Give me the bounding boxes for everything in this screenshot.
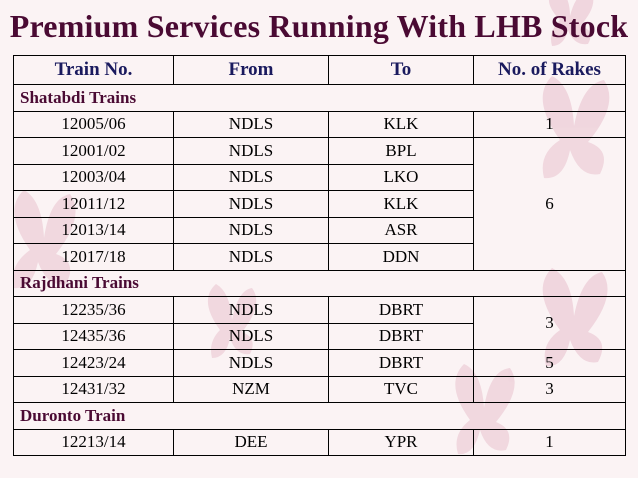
- to-cell: DDN: [328, 243, 474, 271]
- to-cell: ASR: [328, 216, 474, 244]
- table-row: 12001/02 NDLS BPL 6: [13, 137, 626, 271]
- table-row: 12431/32 NZM TVC 3: [13, 375, 626, 403]
- from-cell: NDLS: [173, 190, 329, 218]
- rakes-cell: 3: [473, 375, 626, 403]
- column-header-from: From: [173, 55, 329, 85]
- from-cell: NDLS: [173, 110, 329, 138]
- rakes-cell: 1: [473, 110, 626, 138]
- table-row: 12005/06 NDLS KLK 1: [13, 110, 626, 138]
- train-no-cell: 12001/02: [13, 137, 174, 165]
- table-row: 12235/36 NDLS DBRT 3: [13, 296, 626, 350]
- from-cell: NZM: [173, 375, 329, 403]
- train-no-cell: 12235/36: [13, 296, 174, 324]
- table-row: 12011/12 NDLS KLK: [13, 190, 626, 218]
- column-header-to: To: [328, 55, 474, 85]
- to-cell: DBRT: [328, 322, 474, 350]
- train-no-cell: 12011/12: [13, 190, 174, 218]
- train-no-cell: 12431/32: [13, 375, 174, 403]
- from-cell: NDLS: [173, 322, 329, 350]
- to-cell: LKO: [328, 163, 474, 191]
- table-row: 12003/04 NDLS LKO: [13, 163, 626, 191]
- train-no-cell: 12423/24: [13, 349, 174, 377]
- rakes-cell: 5: [473, 349, 626, 377]
- train-no-cell: 12017/18: [13, 243, 174, 271]
- table-row: 12213/14 DEE YPR 1: [13, 428, 626, 456]
- column-header-train-no: Train No.: [13, 55, 174, 85]
- train-no-cell: 12435/36: [13, 322, 174, 350]
- trains-table: Train No. From To No. of Rakes Shatabdi …: [13, 55, 626, 456]
- to-cell: YPR: [328, 428, 474, 456]
- from-cell: NDLS: [173, 349, 329, 377]
- rakes-cell: 3: [473, 296, 626, 350]
- to-cell: TVC: [328, 375, 474, 403]
- train-no-cell: 12013/14: [13, 216, 174, 244]
- table-row: 12013/14 NDLS ASR: [13, 216, 626, 244]
- from-cell: NDLS: [173, 243, 329, 271]
- rakes-cell: 6: [473, 137, 626, 271]
- section-label-rajdhani: Rajdhani Trains: [13, 269, 626, 297]
- to-cell: DBRT: [328, 296, 474, 324]
- train-no-cell: 12213/14: [13, 428, 174, 456]
- from-cell: NDLS: [173, 163, 329, 191]
- rakes-cell: 1: [473, 428, 626, 456]
- section-row: Rajdhani Trains: [13, 269, 626, 297]
- to-cell: DBRT: [328, 349, 474, 377]
- from-cell: DEE: [173, 428, 329, 456]
- section-row: Duronto Train: [13, 402, 626, 430]
- section-label-duronto: Duronto Train: [13, 402, 626, 430]
- train-no-cell: 12003/04: [13, 163, 174, 191]
- to-cell: KLK: [328, 190, 474, 218]
- table-row: 12423/24 NDLS DBRT 5: [13, 349, 626, 377]
- butterfly-icon: [549, 0, 594, 46]
- to-cell: KLK: [328, 110, 474, 138]
- to-cell: BPL: [328, 137, 474, 165]
- train-no-cell: 12005/06: [13, 110, 174, 138]
- table-header-row: Train No. From To No. of Rakes: [13, 55, 626, 85]
- from-cell: NDLS: [173, 137, 329, 165]
- from-cell: NDLS: [173, 296, 329, 324]
- column-header-rakes: No. of Rakes: [473, 55, 626, 85]
- section-row: Shatabdi Trains: [13, 84, 626, 112]
- from-cell: NDLS: [173, 216, 329, 244]
- section-label-shatabdi: Shatabdi Trains: [13, 84, 626, 112]
- page-title: Premium Services Running With LHB Stock: [9, 8, 629, 44]
